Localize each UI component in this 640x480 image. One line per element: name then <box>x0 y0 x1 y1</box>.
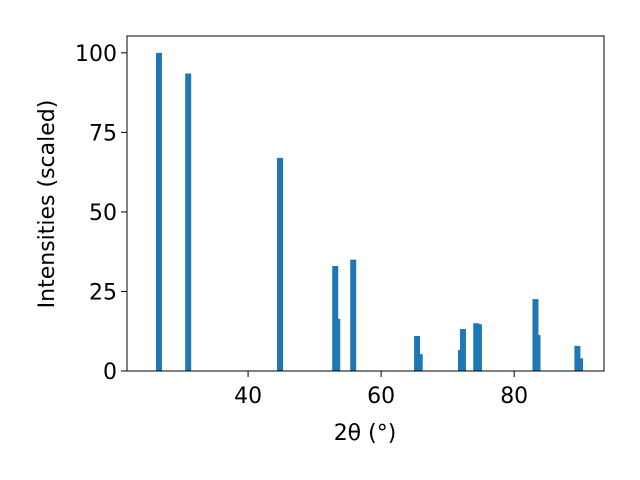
bar <box>534 335 541 371</box>
bar <box>350 259 357 371</box>
y-tick-label: 75 <box>89 121 117 146</box>
plot-frame <box>126 35 605 372</box>
x-tick-label: 40 <box>234 384 262 409</box>
y-tick-label: 0 <box>103 360 117 385</box>
x-axis-label: 2θ (°) <box>334 421 397 446</box>
bar <box>414 336 421 371</box>
bar <box>332 266 339 371</box>
bar <box>185 73 192 372</box>
y-tick-label: 50 <box>89 201 117 226</box>
bar <box>277 157 284 371</box>
bar <box>475 324 482 371</box>
bar <box>459 329 466 371</box>
bar <box>155 52 162 371</box>
bar <box>416 354 423 371</box>
x-tick-label: 60 <box>367 384 395 409</box>
x-tick-label: 80 <box>500 384 528 409</box>
bar <box>334 318 341 371</box>
y-tick-label: 25 <box>89 280 117 305</box>
bar <box>577 358 584 371</box>
y-tick-label: 100 <box>75 42 117 67</box>
y-axis-label: Intensities (scaled) <box>35 100 60 309</box>
